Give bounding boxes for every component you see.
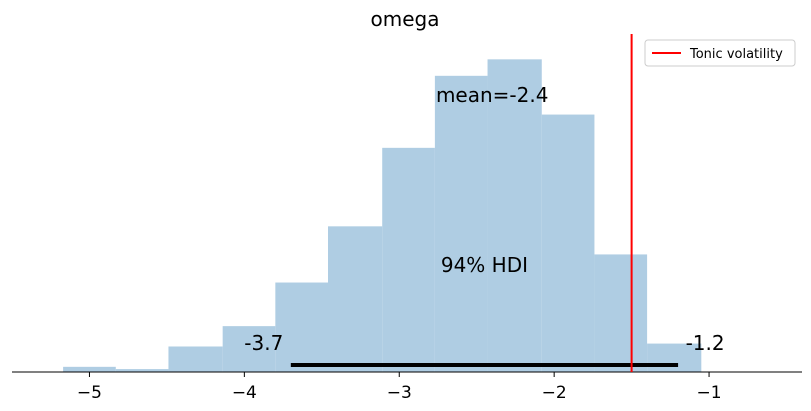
x-tick-label: −1	[697, 383, 722, 403]
histogram-bar	[594, 254, 648, 372]
histogram-bar	[168, 346, 223, 372]
histogram-bar	[647, 343, 702, 372]
legend-label-tonic-volatility: Tonic volatility	[689, 47, 783, 62]
x-axis-ticks: −5 −4 −3 −2 −1	[77, 372, 722, 403]
histogram-bar	[487, 59, 542, 372]
histogram-bar	[382, 147, 435, 372]
histogram-bar	[63, 366, 116, 372]
histogram-bar	[328, 226, 383, 372]
hdi-annotation: 94% HDI	[441, 253, 528, 277]
legend-box	[644, 39, 796, 67]
chart-title: omega	[371, 7, 440, 31]
mean-annotation: mean=-2.4	[436, 83, 549, 107]
hdi-low-annotation: -3.7	[244, 331, 283, 355]
histogram-bar	[275, 282, 328, 372]
legend: Tonic volatility	[644, 39, 796, 67]
x-tick-label: −4	[232, 383, 257, 403]
histogram-bar	[434, 75, 488, 373]
histogram-bar	[541, 114, 595, 372]
hdi-high-annotation: -1.2	[686, 331, 725, 355]
x-tick-label: −5	[77, 383, 102, 403]
histogram-bars	[63, 59, 702, 373]
x-tick-label: −2	[542, 383, 567, 403]
histogram-bar	[115, 369, 169, 372]
x-tick-label: −3	[387, 383, 412, 403]
histogram-bar	[222, 326, 276, 372]
